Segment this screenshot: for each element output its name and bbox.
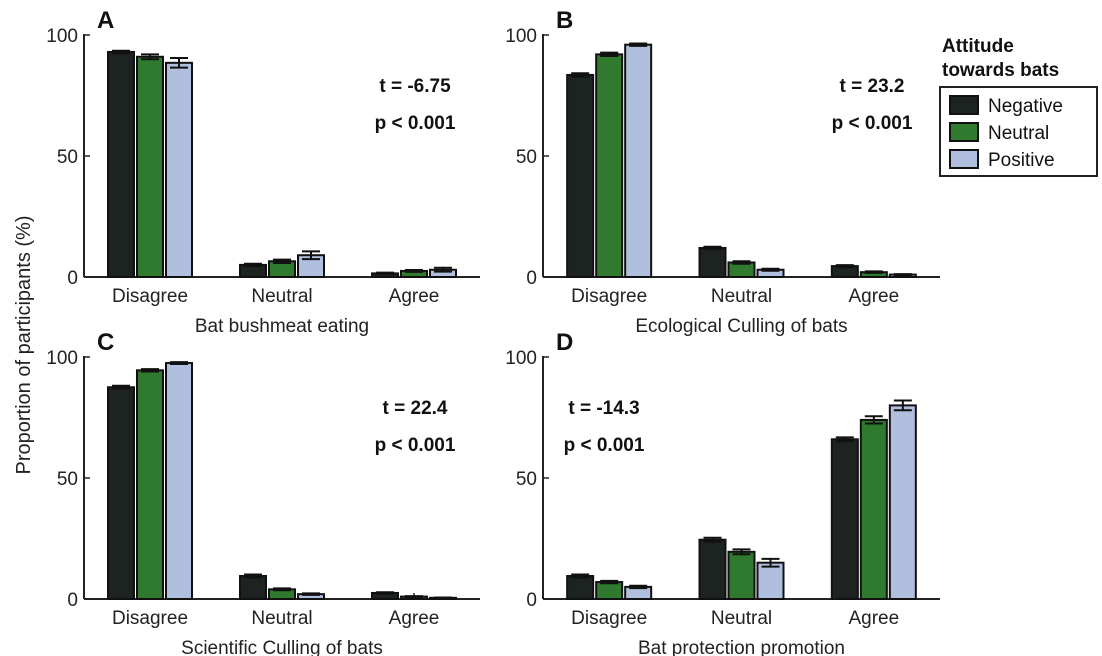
legend-title-line1: Attitude xyxy=(942,36,1014,57)
x-tick-label: Agree xyxy=(848,608,899,629)
stat-p-value: p < 0.001 xyxy=(375,435,456,456)
x-tick-label: Agree xyxy=(848,286,899,307)
x-tick-label: Disagree xyxy=(112,286,188,307)
x-tick-label: Agree xyxy=(389,286,440,307)
bar-neutral xyxy=(595,581,624,600)
bar-neutral xyxy=(595,53,624,278)
legend-swatch-positive xyxy=(949,149,979,169)
panel-letter: D xyxy=(556,329,573,356)
bar-negative xyxy=(107,386,135,600)
legend-title-line2: towards bats xyxy=(942,60,1059,81)
y-tick-label: 100 xyxy=(505,348,537,369)
bar-negative xyxy=(239,575,267,601)
bar-negative xyxy=(566,575,595,601)
chart-panels: 0 50 100 Disagree Neutral Agree Bat bushmeat e… xyxy=(46,7,940,656)
stat-t-value: t = -14.3 xyxy=(568,398,639,419)
bar-positive xyxy=(888,404,917,600)
bar-positive xyxy=(624,43,653,279)
legend: Attitude towards bats Negative Neutral Pos… xyxy=(939,36,1098,177)
x-tick-label: Neutral xyxy=(711,286,772,307)
y-tick-label: 100 xyxy=(46,348,78,369)
x-tick-label: Disagree xyxy=(571,286,647,307)
panel-A: 0 50 100 Disagree Neutral Agree Bat bushmeat e… xyxy=(46,7,480,337)
bar-neutral xyxy=(136,369,164,600)
bar-negative xyxy=(107,50,135,278)
bar-negative xyxy=(566,73,595,279)
stat-t-value: t = -6.75 xyxy=(379,76,451,97)
y-tick-label: 50 xyxy=(57,147,78,168)
panel-C: 0 50 100 Disagree Neutral Agree Scientific Cul… xyxy=(46,329,480,656)
x-tick-label: Neutral xyxy=(711,608,772,629)
panel-letter: C xyxy=(97,329,114,356)
bar-neutral xyxy=(859,418,888,601)
legend-label-positive: Positive xyxy=(988,150,1055,171)
y-tick-label: 50 xyxy=(516,469,537,490)
stat-p-value: p < 0.001 xyxy=(564,435,645,456)
panel-letter: B xyxy=(556,7,573,34)
legend-swatch-neutral xyxy=(949,122,979,142)
bar-positive xyxy=(165,362,193,600)
panel-letter: A xyxy=(97,7,114,34)
x-tick-label: Disagree xyxy=(112,608,188,629)
x-axis-label: Bat bushmeat eating xyxy=(195,316,369,337)
bar-negative xyxy=(698,538,727,601)
bar-positive xyxy=(165,61,193,278)
bar-neutral xyxy=(727,550,756,600)
y-tick-label: 100 xyxy=(505,26,537,47)
y-tick-label: 0 xyxy=(67,590,78,611)
legend-label-negative: Negative xyxy=(988,96,1063,117)
x-tick-label: Agree xyxy=(389,608,440,629)
y-tick-label: 0 xyxy=(67,268,78,289)
bar-positive xyxy=(756,561,785,601)
legend-label-neutral: Neutral xyxy=(988,123,1049,144)
stat-t-value: t = 22.4 xyxy=(383,398,448,419)
x-tick-label: Neutral xyxy=(251,286,312,307)
y-tick-label: 50 xyxy=(57,469,78,490)
legend-swatch-negative xyxy=(949,95,979,115)
x-tick-label: Neutral xyxy=(251,608,312,629)
x-axis-label: Scientific Culling of bats xyxy=(181,638,383,656)
y-tick-label: 0 xyxy=(526,590,537,611)
y-axis-label: Proportion of participants (%) xyxy=(13,215,35,474)
x-axis-label: Bat protection promotion xyxy=(638,638,845,656)
x-axis-label: Ecological Culling of bats xyxy=(635,316,847,337)
stat-t-value: t = 23.2 xyxy=(840,76,905,97)
legend-items: Negative Neutral Positive xyxy=(949,95,1063,171)
x-tick-label: Disagree xyxy=(571,608,647,629)
stat-p-value: p < 0.001 xyxy=(832,113,913,134)
y-tick-label: 50 xyxy=(516,147,537,168)
y-tick-label: 0 xyxy=(526,268,537,289)
bar-negative xyxy=(698,246,727,279)
stat-p-value: p < 0.001 xyxy=(375,113,456,134)
bar-negative xyxy=(830,438,859,600)
bar-neutral xyxy=(136,55,164,278)
y-tick-label: 100 xyxy=(46,26,78,47)
